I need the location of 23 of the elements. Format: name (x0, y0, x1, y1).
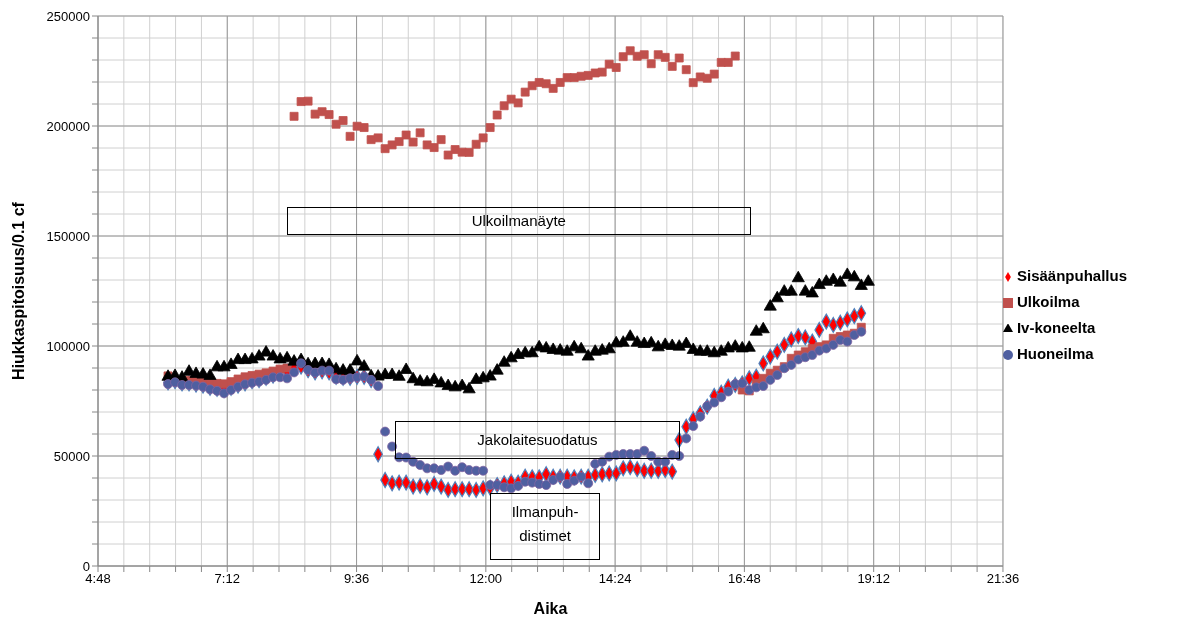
y-tick-label: 250000 (46, 8, 90, 24)
y-tick-label: 100000 (46, 338, 90, 354)
x-tick-label: 21:36 (986, 571, 1020, 587)
annotation: Jakolaitesuodatus (477, 429, 598, 450)
x-axis-title: Aika (533, 600, 568, 617)
annotation: Ilmanpuh-distimet (511, 501, 579, 546)
x-tick-label: 9:36 (343, 571, 370, 587)
legend-label: Ulkoilma (1016, 292, 1080, 310)
legend-label: Iv-koneelta (1016, 318, 1096, 336)
x-tick-label: 16:48 (728, 571, 761, 587)
x-tick-label: 19:12 (857, 571, 890, 587)
annotation: Ulkoilmanäyte (471, 210, 566, 231)
y-tick-label: 200000 (46, 118, 90, 134)
y-tick-label: 50000 (53, 448, 90, 464)
y-tick-label: 150000 (46, 228, 90, 244)
x-tick-label: 14:24 (598, 571, 632, 587)
legend-label: Sisäänpuhallus (1016, 266, 1127, 284)
x-tick-label: 7:12 (214, 571, 240, 587)
x-tick-label: 12:00 (469, 571, 503, 587)
y-tick-label: 0 (82, 558, 90, 574)
y-axis-title: Hiukkaspitoisuus/0.1 cf (9, 201, 27, 380)
x-tick-label: 4:48 (85, 571, 111, 587)
legend-label: Huoneilma (1016, 344, 1094, 362)
